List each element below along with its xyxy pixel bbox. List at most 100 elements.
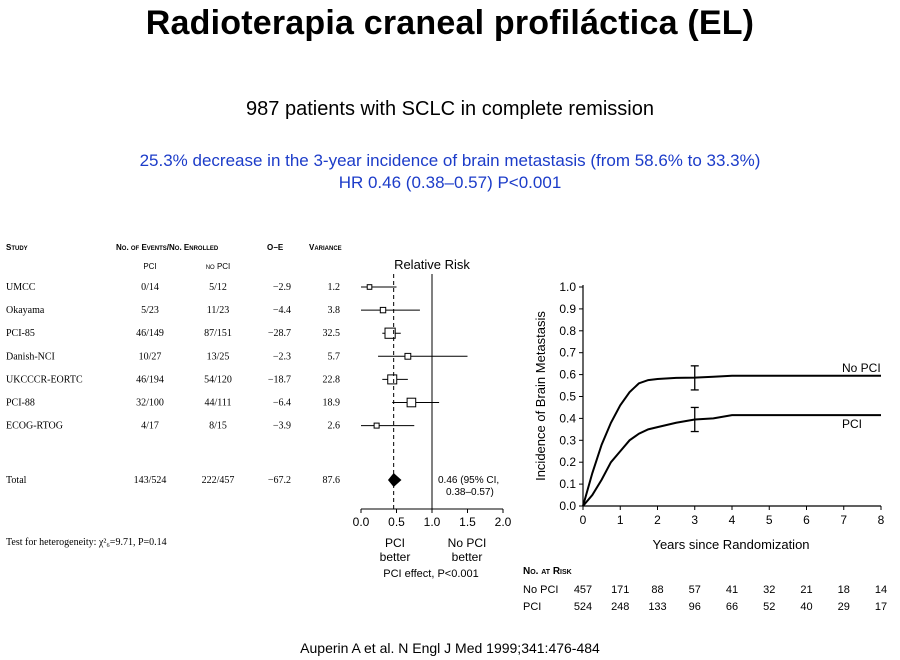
total-o-minus-e: −67.2 <box>268 475 291 486</box>
o-minus-e: −18.7 <box>268 374 291 385</box>
heterogeneity-test: Test for heterogeneity: χ²₆=9.71, P=0.14 <box>6 537 167 548</box>
left-label-line-2: better <box>380 550 411 564</box>
nopci-events: 5/12 <box>209 282 227 293</box>
x-tick-label: 0 <box>580 513 587 527</box>
variance: 2.6 <box>328 421 341 432</box>
pci-events: 5/23 <box>141 305 159 316</box>
effect-box <box>373 422 380 429</box>
x-tick-label: 1 <box>617 513 624 527</box>
study-name: UMCC <box>6 282 36 293</box>
study-row: Okayama 5/23 11/23 −4.4 3.8 <box>6 305 340 316</box>
variance: 5.7 <box>328 351 341 362</box>
forest-x-tick-label: 1.0 <box>424 515 441 529</box>
at-risk-value: 457 <box>574 584 592 596</box>
series-label: No PCI <box>842 361 881 375</box>
pci-events: 46/149 <box>136 328 164 339</box>
nopci-events: 87/151 <box>204 328 232 339</box>
at-risk-value: 21 <box>800 584 812 596</box>
study-row: UKCCCR-EORTC 46/194 54/120 −18.7 22.8 <box>6 374 340 385</box>
citation: Auperin A et al. N Engl J Med 1999;341:4… <box>300 640 600 656</box>
study-name: Okayama <box>6 305 45 316</box>
effect-box <box>404 352 412 360</box>
total-label-line-1: 0.46 (95% CI, <box>438 475 499 486</box>
series-line <box>582 374 881 507</box>
overall-diamond <box>387 473 402 487</box>
at-risk-value: 96 <box>689 601 701 613</box>
total-variance: 87.6 <box>323 475 341 486</box>
o-minus-e: −6.4 <box>273 398 291 409</box>
study-row: UMCC 0/14 5/12 −2.9 1.2 <box>6 282 340 293</box>
at-risk-value: 32 <box>763 584 775 596</box>
forest-x-tick-label: 1.5 <box>459 515 476 529</box>
study-row: ECOG-RTOG 4/17 8/15 −3.9 2.6 <box>6 421 340 432</box>
y-tick-label: 0.8 <box>559 324 576 338</box>
finding-line-2: HR 0.46 (0.38–0.57) P<0.001 <box>338 173 562 192</box>
study-name: ECOG-RTOG <box>6 421 63 432</box>
y-tick-label: 0.1 <box>559 477 576 491</box>
y-tick-label: 0.4 <box>559 411 576 425</box>
header-variance: Variance <box>309 243 342 252</box>
effect-note: PCI effect, P<0.001 <box>383 568 479 580</box>
effect-box <box>379 306 387 314</box>
at-risk-value: 88 <box>651 584 663 596</box>
pci-events: 32/100 <box>136 398 164 409</box>
y-tick-label: 0.2 <box>559 455 576 469</box>
o-minus-e: −2.3 <box>273 351 291 362</box>
study-name: PCI-85 <box>6 328 35 339</box>
x-axis-label: Years since Randomization <box>652 537 809 552</box>
pci-events: 4/17 <box>141 421 159 432</box>
at-risk-value: 29 <box>838 601 850 613</box>
at-risk-value: 133 <box>648 601 666 613</box>
at-risk-header: No. at Risk <box>523 566 572 577</box>
y-tick-label: 1.0 <box>559 280 576 294</box>
total-row: Total 143/524 222/457 −67.2 87.6 <box>6 475 340 486</box>
at-risk-row-label: PCI <box>523 601 541 613</box>
series-label: PCI <box>842 417 862 431</box>
variance: 32.5 <box>323 328 341 339</box>
effect-box <box>387 374 398 385</box>
forest-rows: UMCC 0/14 5/12 −2.9 1.2 Okayama 5/23 11/23 −4.4 3… <box>6 282 340 486</box>
study-name: UKCCCR-EORTC <box>6 374 83 385</box>
forest-title: Relative Risk <box>394 257 470 272</box>
right-label-line-1: No PCI <box>448 536 487 550</box>
header-nopci: no PCI <box>206 262 231 271</box>
nopci-events: 54/120 <box>204 374 232 385</box>
at-risk-value: 17 <box>875 601 887 613</box>
forest-plot: 0.46 (95% CI,0.38–0.57) 0.0 0.5 1.0 1.5 2.0 <box>353 274 512 529</box>
total-name: Total <box>6 475 27 486</box>
nopci-events: 13/25 <box>207 351 230 362</box>
y-tick-label: 0.9 <box>559 302 576 316</box>
o-minus-e: −3.9 <box>273 421 291 432</box>
pci-events: 0/14 <box>141 282 159 293</box>
x-tick-label: 6 <box>803 513 810 527</box>
total-label-line-2: 0.38–0.57) <box>446 487 494 498</box>
forest-headers: Study No. of Events/No. Enrolled O−E Var… <box>6 243 470 272</box>
figure-canvas: Study No. of Events/No. Enrolled O−E Var… <box>6 243 887 613</box>
at-risk-value: 248 <box>611 601 629 613</box>
forest-footer: Test for heterogeneity: χ²₆=9.71, P=0.14… <box>6 536 486 580</box>
key-finding: 25.3% decrease in the 3-year incidence o… <box>0 150 900 194</box>
right-label-line-2: better <box>452 550 483 564</box>
finding-line-1: 25.3% decrease in the 3-year incidence o… <box>139 151 761 170</box>
x-tick-label: 2 <box>654 513 661 527</box>
study-row: PCI-88 32/100 44/111 −6.4 18.9 <box>6 398 340 409</box>
at-risk-value: 171 <box>611 584 629 596</box>
y-tick-label: 0.0 <box>559 499 576 513</box>
at-risk-value: 57 <box>689 584 701 596</box>
at-risk-value: 18 <box>838 584 850 596</box>
pci-events: 46/194 <box>136 374 164 385</box>
at-risk-value: 40 <box>800 601 812 613</box>
y-tick-label: 0.6 <box>559 368 576 382</box>
y-tick-label: 0.7 <box>559 346 576 360</box>
header-oe: O−E <box>267 243 284 252</box>
forest-x-tick-label: 0.5 <box>388 515 405 529</box>
nopci-events: 44/111 <box>204 398 231 409</box>
at-risk-value: 41 <box>726 584 738 596</box>
variance: 18.9 <box>323 398 341 409</box>
at-risk-value: 524 <box>574 601 592 613</box>
total-nopci-events: 222/457 <box>202 475 235 486</box>
nopci-events: 11/23 <box>207 305 229 316</box>
x-tick-label: 3 <box>691 513 698 527</box>
x-tick-label: 4 <box>729 513 736 527</box>
study-name: Danish-NCI <box>6 351 55 362</box>
